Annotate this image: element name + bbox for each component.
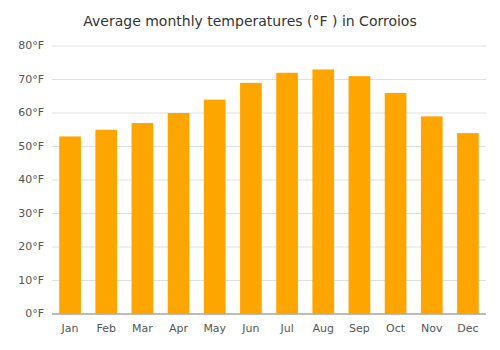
bar: [457, 133, 479, 314]
x-axis: Jan Feb Mar Apr May Jun Jul Aug Sep Oct Nov Dec: [61, 322, 479, 335]
chart-container: 0°F 10°F 20°F 30°F 40°F 50°F 60°F 70°F 80°F Jan Fe…: [0, 0, 500, 350]
x-tick-label: Sep: [349, 322, 370, 335]
y-tick-label: 30°F: [18, 207, 44, 220]
x-tick-label: Apr: [169, 322, 189, 335]
bar: [59, 136, 81, 314]
y-axis: 0°F 10°F 20°F 30°F 40°F 50°F 60°F 70°F 80°F: [18, 39, 44, 320]
bar: [349, 76, 371, 314]
grid-line: [52, 46, 486, 47]
x-tick-label: May: [203, 322, 226, 335]
bar: [168, 113, 190, 314]
y-tick-label: 20°F: [18, 240, 44, 253]
bar: [421, 116, 443, 314]
grid-line: [52, 113, 486, 114]
title: Average monthly temperatures (°F ) in Co…: [83, 13, 416, 29]
x-tick-label: Nov: [421, 322, 443, 335]
y-tick-label: 80°F: [18, 39, 44, 52]
y-tick-label: 10°F: [18, 274, 44, 287]
x-tick-label: Jun: [241, 322, 259, 335]
bars: [59, 69, 479, 314]
x-tick-label: Feb: [97, 322, 116, 335]
y-tick-label: 50°F: [18, 140, 44, 153]
y-tick-label: 0°F: [25, 307, 44, 320]
x-tick-label: Jul: [279, 322, 293, 335]
y-tick-label: 60°F: [18, 106, 44, 119]
bar: [312, 69, 334, 314]
chart: 0°F 10°F 20°F 30°F 40°F 50°F 60°F 70°F 80°F Jan Fe…: [0, 0, 500, 350]
bar: [204, 100, 226, 314]
grid: [52, 46, 486, 314]
x-tick-label: Aug: [313, 322, 334, 335]
bar: [132, 123, 154, 314]
bar: [385, 93, 407, 314]
bar: [95, 130, 117, 314]
x-tick-label: Mar: [132, 322, 153, 335]
bar: [276, 73, 298, 314]
bar: [240, 83, 262, 314]
x-tick-label: Dec: [457, 322, 478, 335]
x-tick-label: Oct: [386, 322, 406, 335]
y-tick-label: 70°F: [18, 73, 44, 86]
x-tick-label: Jan: [61, 322, 79, 335]
grid-line: [52, 79, 486, 80]
y-tick-label: 40°F: [18, 173, 44, 186]
